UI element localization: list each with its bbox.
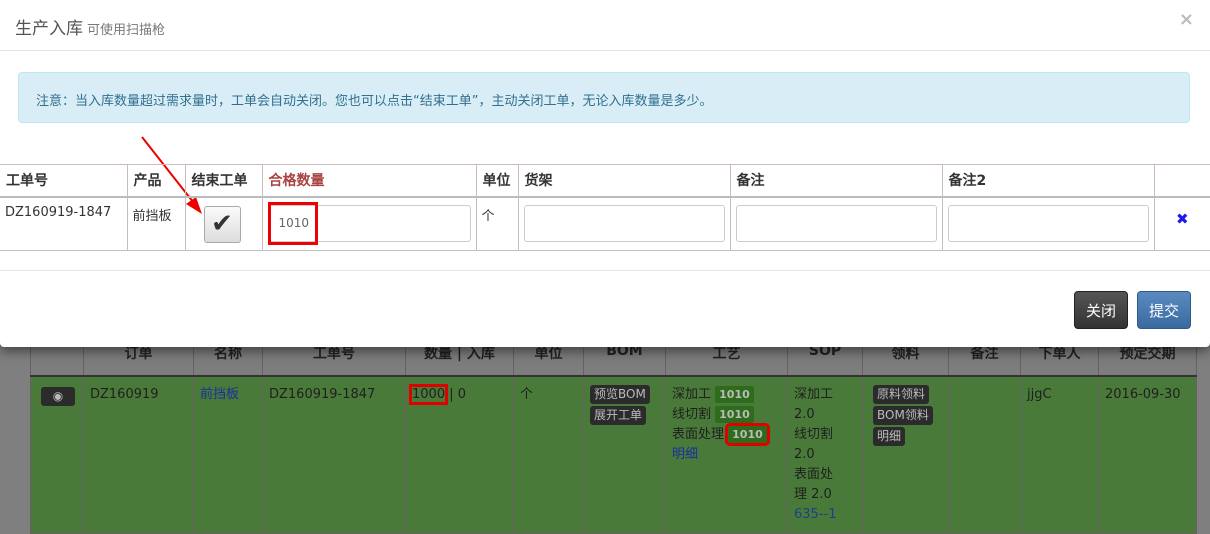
material-detail-button[interactable]: 明细 xyxy=(873,426,906,446)
process-count: 1010 xyxy=(715,405,754,423)
preview-bom-button[interactable]: 预览BOM xyxy=(590,384,650,404)
product-link[interactable]: 前挡板 xyxy=(200,386,240,402)
inbound-table: 工单号 产品 结束工单 合格数量 单位 货架 备注 备注2 DZ160919-1… xyxy=(0,164,1210,251)
sop-line: 理 2.0 xyxy=(794,486,832,502)
sop-link[interactable]: 635--1 xyxy=(794,506,837,522)
sop-line: 深加工 xyxy=(794,386,834,402)
sop-line: 线切割 xyxy=(794,426,834,442)
check-icon: ✔ xyxy=(211,209,233,239)
table-row: ◉ DZ160919 前挡板 DZ160919-1847 1000 | 0 个 … xyxy=(30,375,1197,534)
qty-value: 1000 xyxy=(408,383,449,405)
due-cell: 2016-09-30 xyxy=(1098,375,1197,534)
creator-cell: jjgC xyxy=(1020,375,1099,534)
sop-line: 2.0 xyxy=(794,406,815,422)
remark-cell xyxy=(948,375,1021,534)
col-header: 备注 xyxy=(729,164,943,198)
modal-footer: 关闭 提交 xyxy=(0,270,1210,329)
process-name: 深加工 xyxy=(672,386,712,402)
delete-row-icon[interactable]: ✖ xyxy=(1175,209,1189,228)
process-name: 线切割 xyxy=(672,406,712,422)
shelf-input[interactable] xyxy=(523,204,725,242)
table-row: DZ160919-1847 前挡板 ✔ 个 ✖ xyxy=(0,196,1210,251)
process-count: 1010 xyxy=(725,422,770,446)
raw-material-button[interactable]: 原料领料 xyxy=(873,384,930,404)
unit-cell: 个 xyxy=(513,375,584,534)
product-cell: 前挡板 xyxy=(126,196,186,251)
col-header: 货架 xyxy=(517,164,731,198)
col-header: 结束工单 xyxy=(184,164,263,198)
background-order-table: 订单 名称 工单号 数量 | 入库 单位 BOM 工艺 SOP 领料 备注 下单… xyxy=(30,330,1197,534)
bom-material-button[interactable]: BOM领料 xyxy=(873,405,933,425)
modal-header: 生产入库 可使用扫描枪 xyxy=(0,0,1210,51)
modal-subtitle: 可使用扫描枪 xyxy=(87,23,166,38)
col-header: 合格数量 xyxy=(261,164,477,198)
eye-icon: ◉ xyxy=(52,388,64,403)
expand-order-button[interactable]: 展开工单 xyxy=(590,405,647,425)
close-order-checkbox[interactable]: ✔ xyxy=(203,205,241,243)
work-no-cell: DZ160919-1847 xyxy=(262,375,406,534)
col-header: 单位 xyxy=(475,164,519,198)
order-cell: DZ160919 xyxy=(83,375,194,534)
unit-cell: 个 xyxy=(475,196,519,251)
modal-title: 生产入库 xyxy=(15,19,83,39)
process-detail-link[interactable]: 明细 xyxy=(672,446,699,462)
col-header: 工单号 xyxy=(0,164,128,198)
close-button[interactable]: 关闭 xyxy=(1074,291,1128,329)
remark-input[interactable] xyxy=(735,204,937,242)
process-count: 1010 xyxy=(715,385,754,403)
sop-line: 表面处 xyxy=(794,466,834,482)
remark2-input[interactable] xyxy=(947,204,1149,242)
in-value: 0 xyxy=(457,386,467,402)
view-button[interactable]: ◉ xyxy=(41,386,75,406)
col-header: 产品 xyxy=(126,164,186,198)
qty-highlight xyxy=(267,201,318,245)
sop-line: 2.0 xyxy=(794,446,815,462)
qualified-qty-input[interactable] xyxy=(267,204,471,242)
col-header: 备注2 xyxy=(941,164,1155,198)
process-name: 表面处理 xyxy=(672,426,725,442)
close-icon[interactable]: × xyxy=(1178,9,1194,30)
notice-alert: 注意：当入库数量超过需求量时，工单会自动关闭。您也可以点击“结束工单”，主动关闭… xyxy=(18,72,1190,123)
submit-button[interactable]: 提交 xyxy=(1137,291,1191,329)
order-no-cell: DZ160919-1847 xyxy=(0,196,128,251)
production-inbound-modal: 生产入库 可使用扫描枪 × 注意：当入库数量超过需求量时，工单会自动关闭。您也可以… xyxy=(0,0,1210,347)
